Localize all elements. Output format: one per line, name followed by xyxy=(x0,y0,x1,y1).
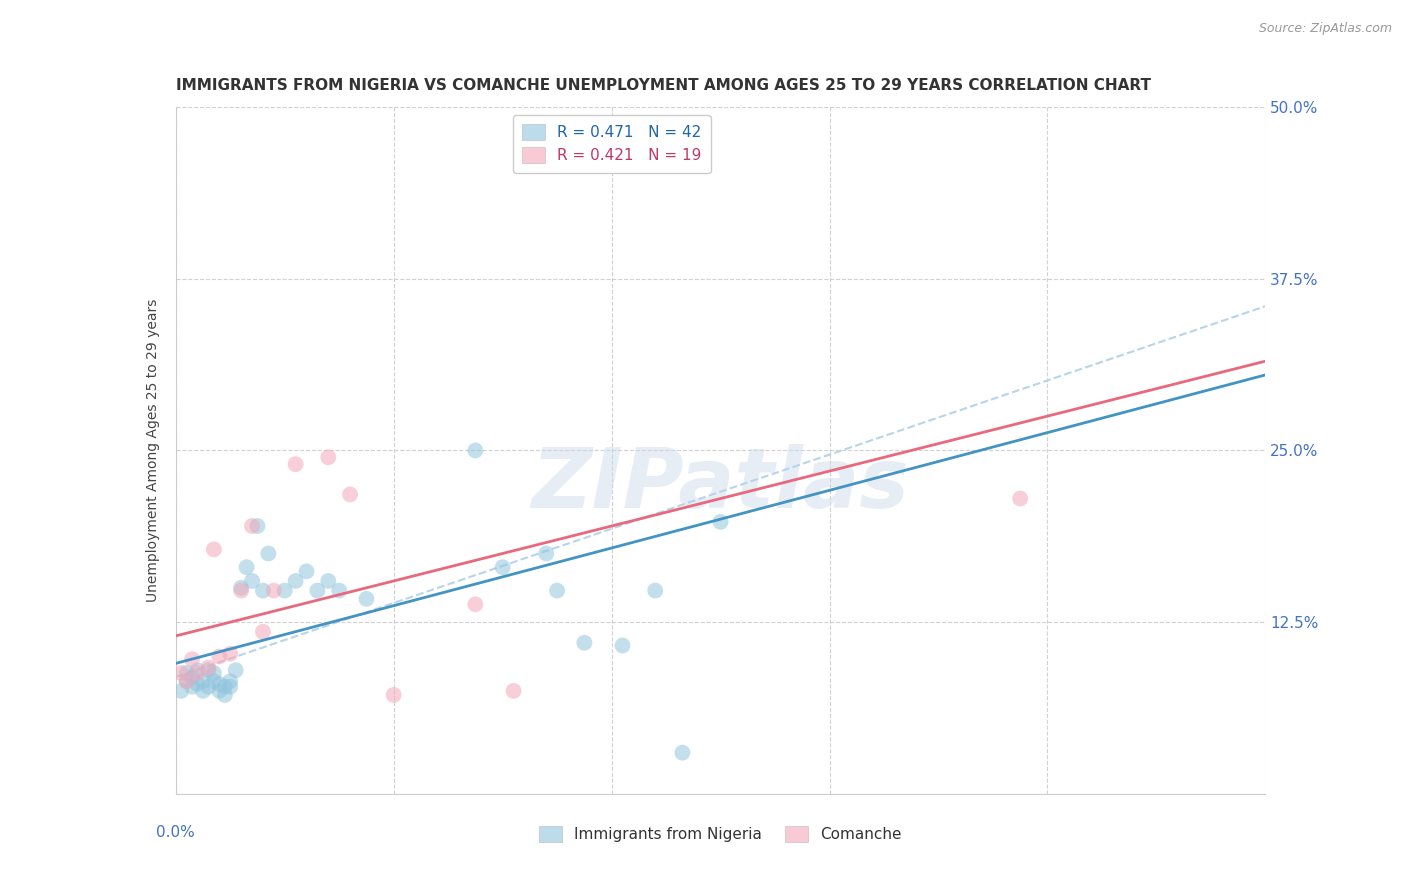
Point xyxy=(274,583,297,598)
Point xyxy=(284,574,307,588)
Point xyxy=(176,665,198,680)
Point xyxy=(240,519,263,533)
Point xyxy=(612,639,634,653)
Point xyxy=(219,680,242,694)
Point xyxy=(339,487,361,501)
Point xyxy=(263,583,285,598)
Text: ZIPatlas: ZIPatlas xyxy=(531,444,910,525)
Point xyxy=(284,457,307,471)
Point xyxy=(246,519,269,533)
Text: 0.0%: 0.0% xyxy=(156,825,195,839)
Y-axis label: Unemployment Among Ages 25 to 29 years: Unemployment Among Ages 25 to 29 years xyxy=(146,299,160,602)
Point xyxy=(197,660,219,674)
Point xyxy=(492,560,515,574)
Point xyxy=(176,674,198,689)
Point xyxy=(252,583,274,598)
Point xyxy=(197,680,219,694)
Point xyxy=(295,565,318,579)
Point xyxy=(208,683,231,698)
Point xyxy=(502,683,524,698)
Point xyxy=(191,683,214,698)
Point xyxy=(202,542,225,557)
Point xyxy=(181,670,204,684)
Point xyxy=(644,583,666,598)
Point xyxy=(382,688,405,702)
Point xyxy=(202,665,225,680)
Point xyxy=(170,665,193,680)
Point xyxy=(257,546,280,561)
Point xyxy=(176,674,198,689)
Text: Source: ZipAtlas.com: Source: ZipAtlas.com xyxy=(1258,22,1392,36)
Point xyxy=(225,663,247,677)
Point xyxy=(318,450,340,465)
Point xyxy=(219,647,242,661)
Point xyxy=(464,597,486,611)
Text: IMMIGRANTS FROM NIGERIA VS COMANCHE UNEMPLOYMENT AMONG AGES 25 TO 29 YEARS CORRE: IMMIGRANTS FROM NIGERIA VS COMANCHE UNEM… xyxy=(176,78,1150,94)
Point xyxy=(1010,491,1032,506)
Point xyxy=(356,591,378,606)
Point xyxy=(219,674,242,689)
Point xyxy=(671,746,693,760)
Point xyxy=(181,652,204,666)
Point xyxy=(328,583,350,598)
Point xyxy=(186,665,209,680)
Point xyxy=(240,574,263,588)
Point xyxy=(186,663,209,677)
Point xyxy=(235,560,257,574)
Point xyxy=(208,649,231,664)
Point xyxy=(186,677,209,691)
Point xyxy=(464,443,486,458)
Point xyxy=(710,515,733,529)
Point xyxy=(214,688,236,702)
Point xyxy=(214,680,236,694)
Point xyxy=(546,583,568,598)
Legend: Immigrants from Nigeria, Comanche: Immigrants from Nigeria, Comanche xyxy=(533,820,908,848)
Point xyxy=(231,583,253,598)
Point xyxy=(307,583,329,598)
Point xyxy=(197,663,219,677)
Point xyxy=(318,574,340,588)
Point xyxy=(191,674,214,689)
Point xyxy=(208,677,231,691)
Point xyxy=(231,581,253,595)
Point xyxy=(202,674,225,689)
Point xyxy=(170,683,193,698)
Point xyxy=(574,636,596,650)
Point xyxy=(534,546,557,561)
Point xyxy=(252,624,274,639)
Point xyxy=(181,680,204,694)
